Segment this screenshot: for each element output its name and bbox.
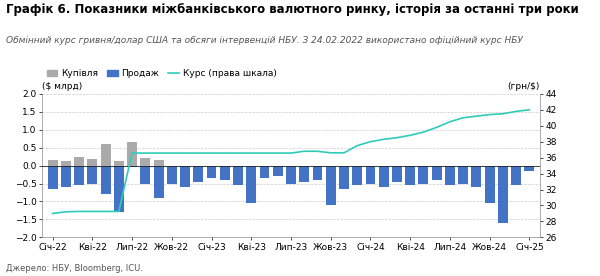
Text: (грн/$): (грн/$) (508, 82, 540, 91)
Bar (140, 158, 150, 166)
Text: Графік 6. Показники міжбанківського валютного ринку, історія за останні три роки: Графік 6. Показники міжбанківського валю… (6, 3, 579, 16)
Bar (299, 166, 309, 182)
Bar (485, 166, 494, 203)
Bar (379, 166, 389, 187)
Bar (260, 166, 269, 178)
Bar (127, 142, 137, 166)
Bar (88, 166, 97, 184)
Bar (273, 166, 283, 176)
Bar (432, 166, 442, 180)
Bar (352, 166, 362, 185)
Bar (140, 166, 150, 184)
Bar (392, 166, 402, 182)
Legend: Купівля, Продаж, Курс (права шкала): Купівля, Продаж, Курс (права шкала) (47, 69, 277, 78)
Bar (114, 166, 124, 212)
Bar (246, 166, 256, 203)
Bar (61, 166, 71, 187)
Bar (233, 166, 243, 185)
Bar (74, 157, 84, 166)
Bar (193, 166, 203, 182)
Bar (445, 166, 455, 185)
Bar (167, 166, 177, 184)
Bar (472, 166, 481, 187)
Bar (498, 166, 508, 223)
Bar (154, 166, 164, 198)
Text: Джерело: НБУ, Bloomberg, ICU.: Джерело: НБУ, Bloomberg, ICU. (6, 264, 143, 273)
Bar (154, 160, 164, 166)
Bar (511, 166, 521, 185)
Bar (101, 166, 110, 194)
Bar (458, 166, 468, 184)
Bar (418, 166, 428, 184)
Bar (339, 166, 349, 189)
Text: Обмінний курс гривня/долар США та обсяги інтервенцій НБУ. З 24.02.2022 використа: Обмінний курс гривня/долар США та обсяги… (6, 36, 523, 45)
Bar (47, 160, 58, 166)
Bar (326, 166, 336, 205)
Text: ($ млрд): ($ млрд) (42, 82, 82, 91)
Bar (47, 166, 58, 189)
Bar (74, 166, 84, 185)
Bar (405, 166, 415, 185)
Bar (61, 161, 71, 166)
Bar (127, 166, 137, 167)
Bar (313, 166, 322, 180)
Bar (524, 166, 535, 171)
Bar (114, 161, 124, 166)
Bar (88, 159, 97, 166)
Bar (220, 166, 230, 180)
Bar (365, 166, 376, 184)
Bar (180, 166, 190, 187)
Bar (286, 166, 296, 184)
Bar (101, 144, 110, 166)
Bar (206, 166, 217, 178)
